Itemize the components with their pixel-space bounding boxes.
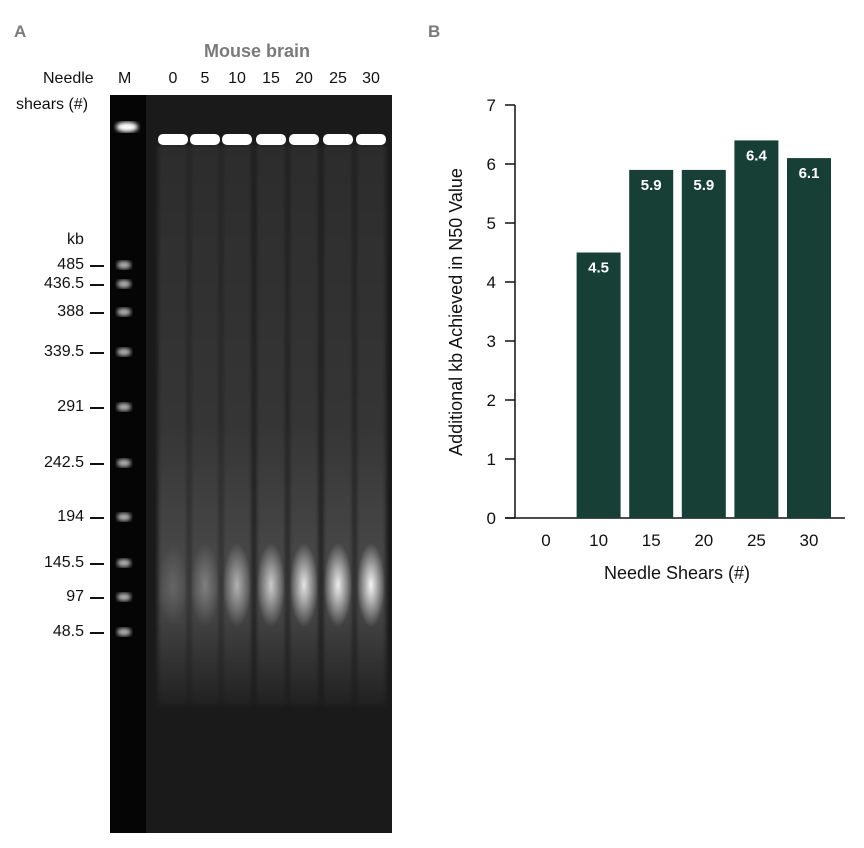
x-tick-label: 20 (694, 531, 713, 550)
marker-band (117, 459, 131, 467)
ladder-size-label: 48.5 (52, 623, 84, 640)
marker-band (117, 593, 131, 601)
x-tick-label: 15 (642, 531, 661, 550)
ladder-tick (90, 517, 104, 519)
ladder-tick (90, 632, 104, 634)
marker-band (117, 348, 131, 356)
ladder-tick (90, 463, 104, 465)
bar (787, 158, 831, 518)
y-tick-label: 7 (487, 96, 496, 115)
lane-fragment-blob (159, 543, 187, 627)
ladder-size-label: 436.5 (43, 275, 84, 292)
y-tick-label: 5 (487, 214, 496, 233)
lane-well-band (356, 134, 386, 145)
lane-label: 5 (200, 70, 210, 87)
ladder-tick (90, 265, 104, 267)
lane-well-band (256, 134, 286, 145)
ladder-size-label: 194 (57, 508, 84, 525)
y-tick-label: 0 (487, 509, 496, 528)
panel-a-label: A (14, 22, 27, 41)
lane-fragment-blob (324, 543, 352, 627)
ladder-tick (90, 284, 104, 286)
marker-lane-label: M (118, 70, 132, 87)
bar-data-label: 6.1 (799, 165, 820, 182)
bar-data-label: 5.9 (641, 177, 662, 194)
ladder-size-label: 485 (57, 256, 84, 273)
bar (576, 252, 621, 518)
ladder-size-label: 339.5 (43, 343, 84, 360)
x-tick-label: 10 (589, 531, 608, 550)
lane-label: 20 (295, 70, 313, 87)
lane-fragment-blob (191, 543, 219, 627)
ladder-tick (90, 597, 104, 599)
marker-band (117, 559, 131, 567)
lane-label: 0 (168, 70, 178, 87)
y-tick-label: 3 (487, 332, 496, 351)
marker-band (117, 261, 131, 269)
x-tick-label: 25 (747, 531, 766, 550)
marker-band (117, 308, 131, 316)
ladder-size-label: 242.5 (43, 454, 84, 471)
lane-label: 10 (228, 70, 246, 87)
y-tick-label: 2 (487, 391, 496, 410)
lane-label: 25 (329, 70, 347, 87)
y-axis-label: Additional kb Achieved in N50 Value (446, 168, 466, 456)
bar-data-label: 4.5 (588, 260, 609, 277)
y-tick-label: 6 (487, 155, 496, 174)
y-tick-label: 1 (487, 450, 496, 469)
bar (734, 140, 779, 518)
lane-well-band (158, 134, 188, 145)
ladder-tick (90, 407, 104, 409)
marker-band (117, 513, 131, 521)
lane-well-band (289, 134, 319, 145)
ladder-tick (90, 312, 104, 314)
ladder-tick (90, 352, 104, 354)
bar-data-label: 6.4 (746, 147, 768, 164)
marker-band (117, 403, 131, 411)
bar-data-label: 5.9 (693, 177, 714, 194)
lane-fragment-blob (357, 543, 385, 627)
lane-fragment-blob (257, 543, 285, 627)
ladder-size-label: 388 (57, 303, 84, 320)
x-tick-label: 0 (541, 531, 550, 550)
lane-well-band (190, 134, 220, 145)
bar (629, 169, 674, 518)
marker-band (117, 280, 131, 288)
x-axis-label: Needle Shears (#) (604, 563, 750, 583)
ladder-size-label: 145.5 (43, 554, 84, 571)
x-tick-label: 30 (800, 531, 819, 550)
row-label-line2: shears (#) (16, 96, 89, 113)
y-tick-label: 4 (487, 273, 496, 292)
bar (681, 169, 726, 518)
lane-well-band (222, 134, 252, 145)
lane-label: 15 (262, 70, 280, 87)
gel-title: Mouse brain (204, 41, 311, 61)
lane-fragment-blob (290, 543, 318, 627)
marker-band (117, 628, 131, 636)
ladder-size-label: 291 (57, 398, 84, 415)
ladder-size-label: 97 (66, 588, 84, 605)
row-label-line1: Needle (43, 70, 94, 87)
ladder-unit: kb (67, 231, 84, 248)
lane-well-band (323, 134, 353, 145)
marker-well-band (116, 122, 138, 132)
lane-fragment-blob (223, 543, 251, 627)
panel-b-label: B (428, 22, 441, 41)
ladder-tick (90, 563, 104, 565)
lane-label: 30 (362, 70, 380, 87)
